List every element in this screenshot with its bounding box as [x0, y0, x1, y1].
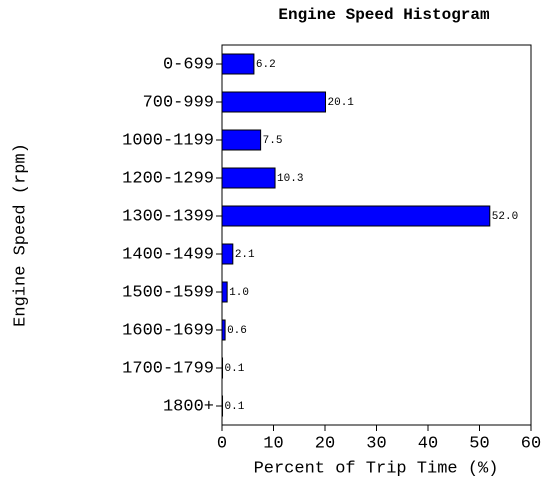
- x-tick-label: 10: [263, 434, 283, 453]
- y-tick-label: 1200-1299: [122, 169, 214, 188]
- y-tick-label: 700-999: [143, 93, 214, 112]
- value-label: 20.1: [328, 97, 355, 109]
- y-tick-label: 1600-1699: [122, 321, 214, 340]
- x-tick-label: 50: [469, 434, 489, 453]
- x-tick-label: 30: [366, 434, 386, 453]
- x-tick-label: 60: [521, 434, 541, 453]
- value-label: 0.6: [227, 325, 247, 337]
- y-tick-label: 1500-1599: [122, 283, 214, 302]
- y-tick-label: 0-699: [163, 55, 214, 74]
- x-tick-label: 20: [315, 434, 335, 453]
- bar: [221, 319, 226, 341]
- bar: [221, 357, 224, 379]
- y-tick-label: 1400-1499: [122, 245, 214, 264]
- x-axis-label: Percent of Trip Time (%): [254, 459, 499, 478]
- y-tick-label: 1800+: [163, 397, 214, 416]
- y-axis-label: Engine Speed (rpm): [11, 143, 30, 327]
- x-tick-label: 0: [217, 434, 227, 453]
- bar: [221, 91, 327, 113]
- bar: [221, 205, 491, 227]
- bar: [221, 53, 255, 75]
- value-label: 0.1: [225, 363, 245, 375]
- y-tick-label: 1700-1799: [122, 359, 214, 378]
- bar: [221, 129, 262, 151]
- chart-title: Engine Speed Histogram: [278, 6, 490, 24]
- bar: [221, 243, 234, 265]
- value-label: 6.2: [256, 59, 276, 71]
- bar: [221, 395, 224, 417]
- y-tick-label: 1000-1199: [122, 131, 214, 150]
- bar: [221, 281, 228, 303]
- x-tick-label: 40: [418, 434, 438, 453]
- value-label: 1.0: [229, 287, 249, 299]
- value-label: 52.0: [492, 211, 518, 223]
- value-label: 10.3: [277, 173, 303, 185]
- bar: [221, 167, 276, 189]
- value-label: 0.1: [225, 401, 245, 413]
- value-label: 7.5: [263, 135, 283, 147]
- y-tick-label: 1300-1399: [122, 207, 214, 226]
- value-label: 2.1: [235, 249, 255, 261]
